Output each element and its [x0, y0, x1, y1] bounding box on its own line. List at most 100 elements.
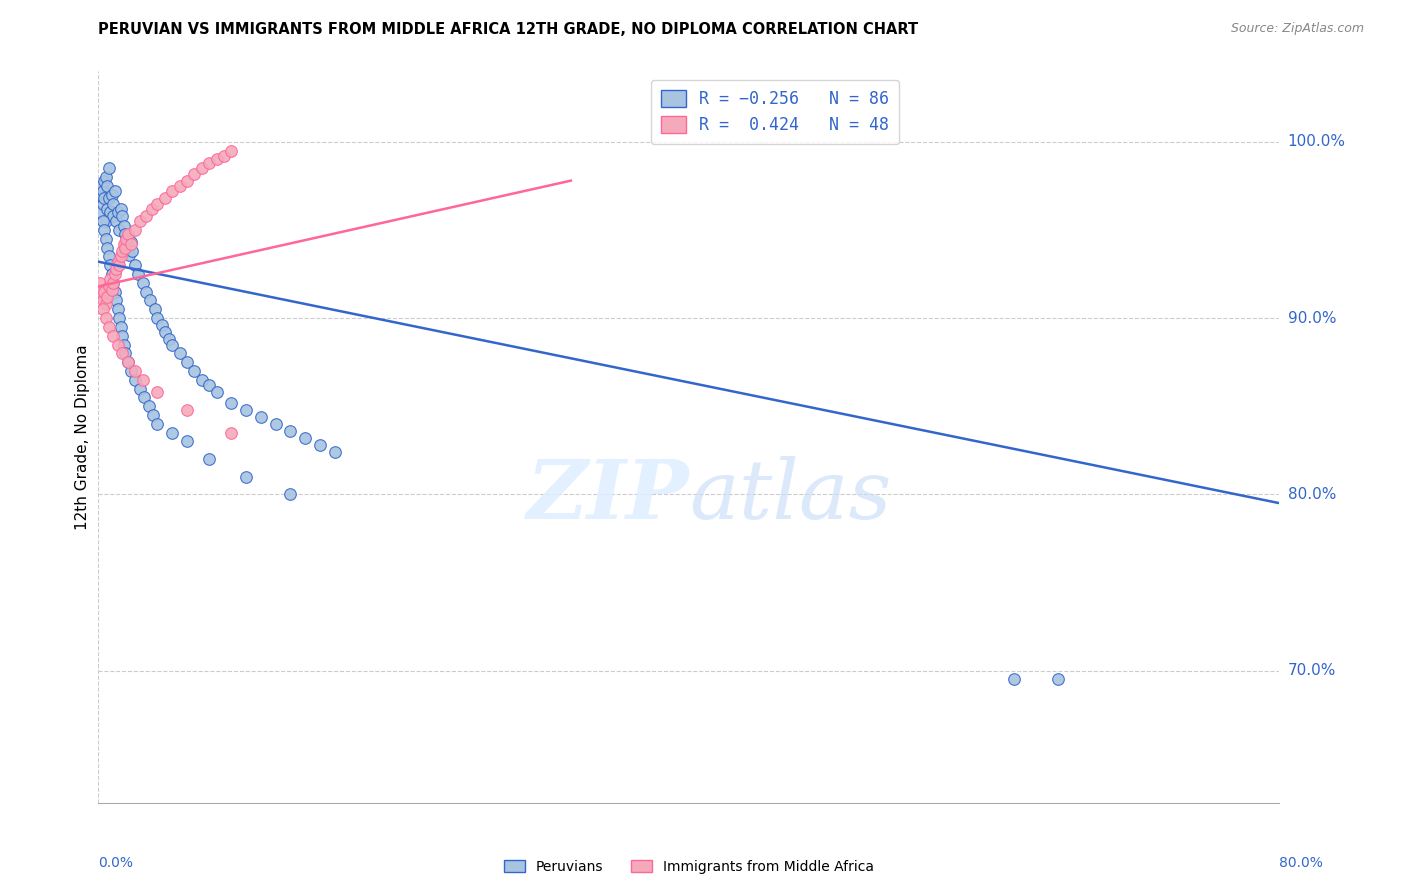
Point: [139, 293, 162, 308]
Point: [127, 267, 149, 281]
Point: [120, 364, 142, 378]
Point: [111, 209, 134, 223]
Point: [94, 311, 117, 326]
Point: [219, 144, 242, 158]
Point: [169, 178, 191, 193]
Point: [94, 297, 117, 311]
Point: [117, 355, 139, 369]
Point: [107, 205, 129, 219]
Point: [138, 399, 160, 413]
Point: [120, 235, 142, 250]
Point: [115, 232, 138, 246]
Point: [250, 409, 273, 424]
Point: [94, 232, 117, 246]
Point: [108, 223, 131, 237]
Point: [198, 156, 221, 170]
Point: [96, 290, 118, 304]
Point: [108, 258, 131, 272]
Point: [176, 434, 198, 449]
Point: [309, 438, 332, 452]
Point: [93, 223, 115, 237]
Text: 0.0%: 0.0%: [98, 855, 134, 870]
Point: [198, 452, 221, 467]
Point: [205, 153, 228, 167]
Point: [111, 346, 134, 360]
Point: [235, 402, 257, 417]
Point: [169, 346, 191, 360]
Point: [205, 385, 228, 400]
Point: [191, 161, 214, 176]
Point: [128, 214, 150, 228]
Point: [103, 276, 125, 290]
Point: [98, 205, 121, 219]
Point: [100, 187, 122, 202]
Point: [97, 161, 120, 176]
Point: [94, 214, 117, 228]
Point: [105, 293, 128, 308]
Y-axis label: 12th Grade, No Diploma: 12th Grade, No Diploma: [75, 344, 90, 530]
Point: [94, 170, 117, 185]
Point: [162, 337, 183, 351]
Point: [117, 227, 139, 241]
Point: [93, 191, 115, 205]
Text: 80.0%: 80.0%: [1288, 487, 1336, 502]
Point: [91, 302, 114, 317]
Point: [100, 267, 122, 281]
Point: [146, 385, 169, 400]
Text: 90.0%: 90.0%: [1288, 310, 1336, 326]
Point: [235, 469, 257, 483]
Point: [103, 276, 125, 290]
Point: [1002, 673, 1025, 687]
Point: [114, 241, 136, 255]
Point: [96, 241, 118, 255]
Point: [104, 285, 127, 299]
Point: [91, 196, 114, 211]
Legend: R = −0.256   N = 86, R =  0.424   N = 48: R = −0.256 N = 86, R = 0.424 N = 48: [651, 79, 898, 145]
Point: [117, 241, 139, 255]
Point: [135, 285, 157, 299]
Point: [143, 302, 166, 317]
Point: [124, 373, 146, 387]
Text: ZIP: ZIP: [526, 456, 689, 535]
Point: [162, 425, 183, 440]
Point: [91, 184, 114, 198]
Point: [107, 302, 129, 317]
Point: [98, 258, 121, 272]
Point: [112, 337, 135, 351]
Point: [93, 174, 115, 188]
Point: [121, 244, 143, 259]
Point: [96, 202, 118, 216]
Point: [90, 187, 112, 202]
Point: [176, 402, 198, 417]
Point: [117, 355, 139, 369]
Point: [96, 178, 118, 193]
Point: [162, 184, 183, 198]
Point: [264, 417, 287, 431]
Point: [146, 196, 169, 211]
Point: [111, 328, 134, 343]
Point: [183, 364, 205, 378]
Point: [323, 445, 346, 459]
Point: [104, 267, 127, 281]
Point: [212, 149, 235, 163]
Point: [278, 424, 302, 438]
Point: [219, 395, 242, 409]
Point: [91, 214, 114, 228]
Point: [97, 320, 120, 334]
Point: [108, 311, 131, 326]
Point: [103, 328, 125, 343]
Point: [183, 167, 205, 181]
Point: [278, 487, 302, 501]
Point: [110, 320, 132, 334]
Point: [132, 276, 155, 290]
Point: [120, 237, 142, 252]
Point: [110, 202, 132, 216]
Point: [97, 191, 120, 205]
Point: [142, 408, 165, 422]
Point: [141, 202, 163, 216]
Point: [103, 209, 125, 223]
Point: [176, 174, 198, 188]
Point: [146, 417, 169, 431]
Text: 70.0%: 70.0%: [1288, 663, 1336, 678]
Point: [100, 283, 122, 297]
